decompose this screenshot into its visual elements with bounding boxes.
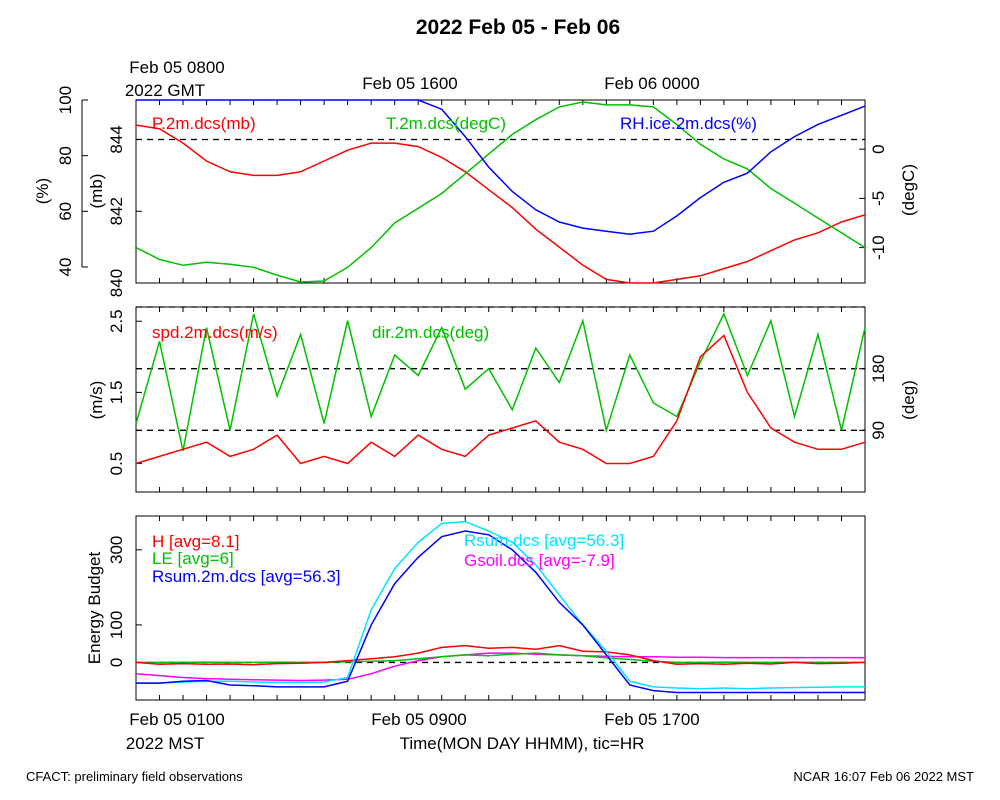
legend-wind-direction: dir.2m.dcs(deg) <box>372 323 489 342</box>
series-pressure <box>135 124 866 284</box>
y-axis-label-pressure: (mb) <box>87 174 106 209</box>
y-axis-label-temperature: (degC) <box>899 164 918 216</box>
pressure-tick-label: 842 <box>107 197 126 225</box>
speed-tick-label: 2.5 <box>107 309 126 333</box>
bottom-axis-tick-label: Feb 05 1700 <box>604 710 699 729</box>
legend-Rsum-2m: Rsum.2m.dcs [avg=56.3] <box>152 567 341 586</box>
energy-tick-label: 0 <box>107 658 126 667</box>
series-LE <box>136 652 865 664</box>
series-temperature <box>135 101 866 283</box>
footer-right: NCAR 16:07 Feb 06 2022 MST <box>793 769 974 784</box>
series-Gsoil <box>135 652 865 682</box>
temp-tick-label: 0 <box>869 144 888 153</box>
panel-1-frame <box>135 99 866 284</box>
top-axis-sub-label: 2022 GMT <box>125 81 205 100</box>
top-axis-tick-label: Feb 06 0000 <box>604 74 699 93</box>
legend-H: H [avg=8.1] <box>152 532 239 551</box>
y-axis-label-speed: (m/s) <box>87 381 106 420</box>
y-axis-label-rh: (%) <box>33 178 52 204</box>
legend-Rsum: Rsum.dcs [avg=56.3] <box>464 531 624 550</box>
y-axis-label-direction: (deg) <box>899 380 918 420</box>
energy-tick-label: 100 <box>107 611 126 639</box>
rh-tick-label: 80 <box>56 146 75 165</box>
bottom-axis-tick-label: Feb 05 0100 <box>129 710 224 729</box>
rh-tick-label: 40 <box>56 258 75 277</box>
dir-tick-label: 90 <box>869 421 888 440</box>
legend-wind-speed: spd.2m.dcs(m/s) <box>152 323 278 342</box>
speed-tick-label: 1.5 <box>107 381 126 405</box>
x-axis-label: Time(MON DAY HHMM), tic=HR <box>400 734 645 753</box>
energy-tick-label: 300 <box>107 536 126 564</box>
panel-pressure-temp-rh: 40 60 80 100 840 842 844 -10 -5 0 <box>56 86 888 297</box>
top-axis-tick-label: Feb 05 0800 <box>129 58 224 77</box>
rh-tick-label: 60 <box>56 202 75 221</box>
panel-wind: 0.5 1.5 2.5 90 180 <box>107 306 888 492</box>
speed-tick-label: 0.5 <box>107 452 126 476</box>
rh-tick-label: 100 <box>56 86 75 114</box>
legend-rh-ice: RH.ice.2m.dcs(%) <box>620 114 757 133</box>
panel-3-frame <box>135 515 866 701</box>
y-axis-label-energy: Energy Budget <box>85 551 104 664</box>
top-axis-tick-label: Feb 05 1600 <box>362 74 457 93</box>
temp-tick-label: -5 <box>869 191 888 206</box>
footer-left: CFACT: preliminary field observations <box>26 769 243 784</box>
panel-energy-budget: 0 100 300 <box>107 516 866 700</box>
legend-temperature: T.2m.dcs(degC) <box>386 114 506 133</box>
bottom-axis-sub-label: 2022 MST <box>126 734 204 753</box>
legend-LE: LE [avg=6] <box>152 549 234 568</box>
series-wind-speed <box>135 334 866 465</box>
bottom-axis-tick-label: Feb 05 0900 <box>371 710 466 729</box>
series-rh-ice <box>136 99 866 235</box>
series-H <box>135 644 866 666</box>
legend-Gsoil: Gsoil.dcs [avg=-7.9] <box>464 551 615 570</box>
legend-pressure: P.2m.dcs(mb) <box>152 114 256 133</box>
series-Rsum-2m <box>136 530 865 694</box>
pressure-tick-label: 844 <box>107 125 126 153</box>
temp-tick-label: -10 <box>869 235 888 260</box>
pressure-tick-label: 840 <box>107 269 126 297</box>
chart-title: 2022 Feb 05 - Feb 06 <box>416 16 620 39</box>
series-Rsum <box>136 520 865 690</box>
series-wind-direction <box>135 312 866 452</box>
dir-tick-label: 180 <box>869 354 888 382</box>
